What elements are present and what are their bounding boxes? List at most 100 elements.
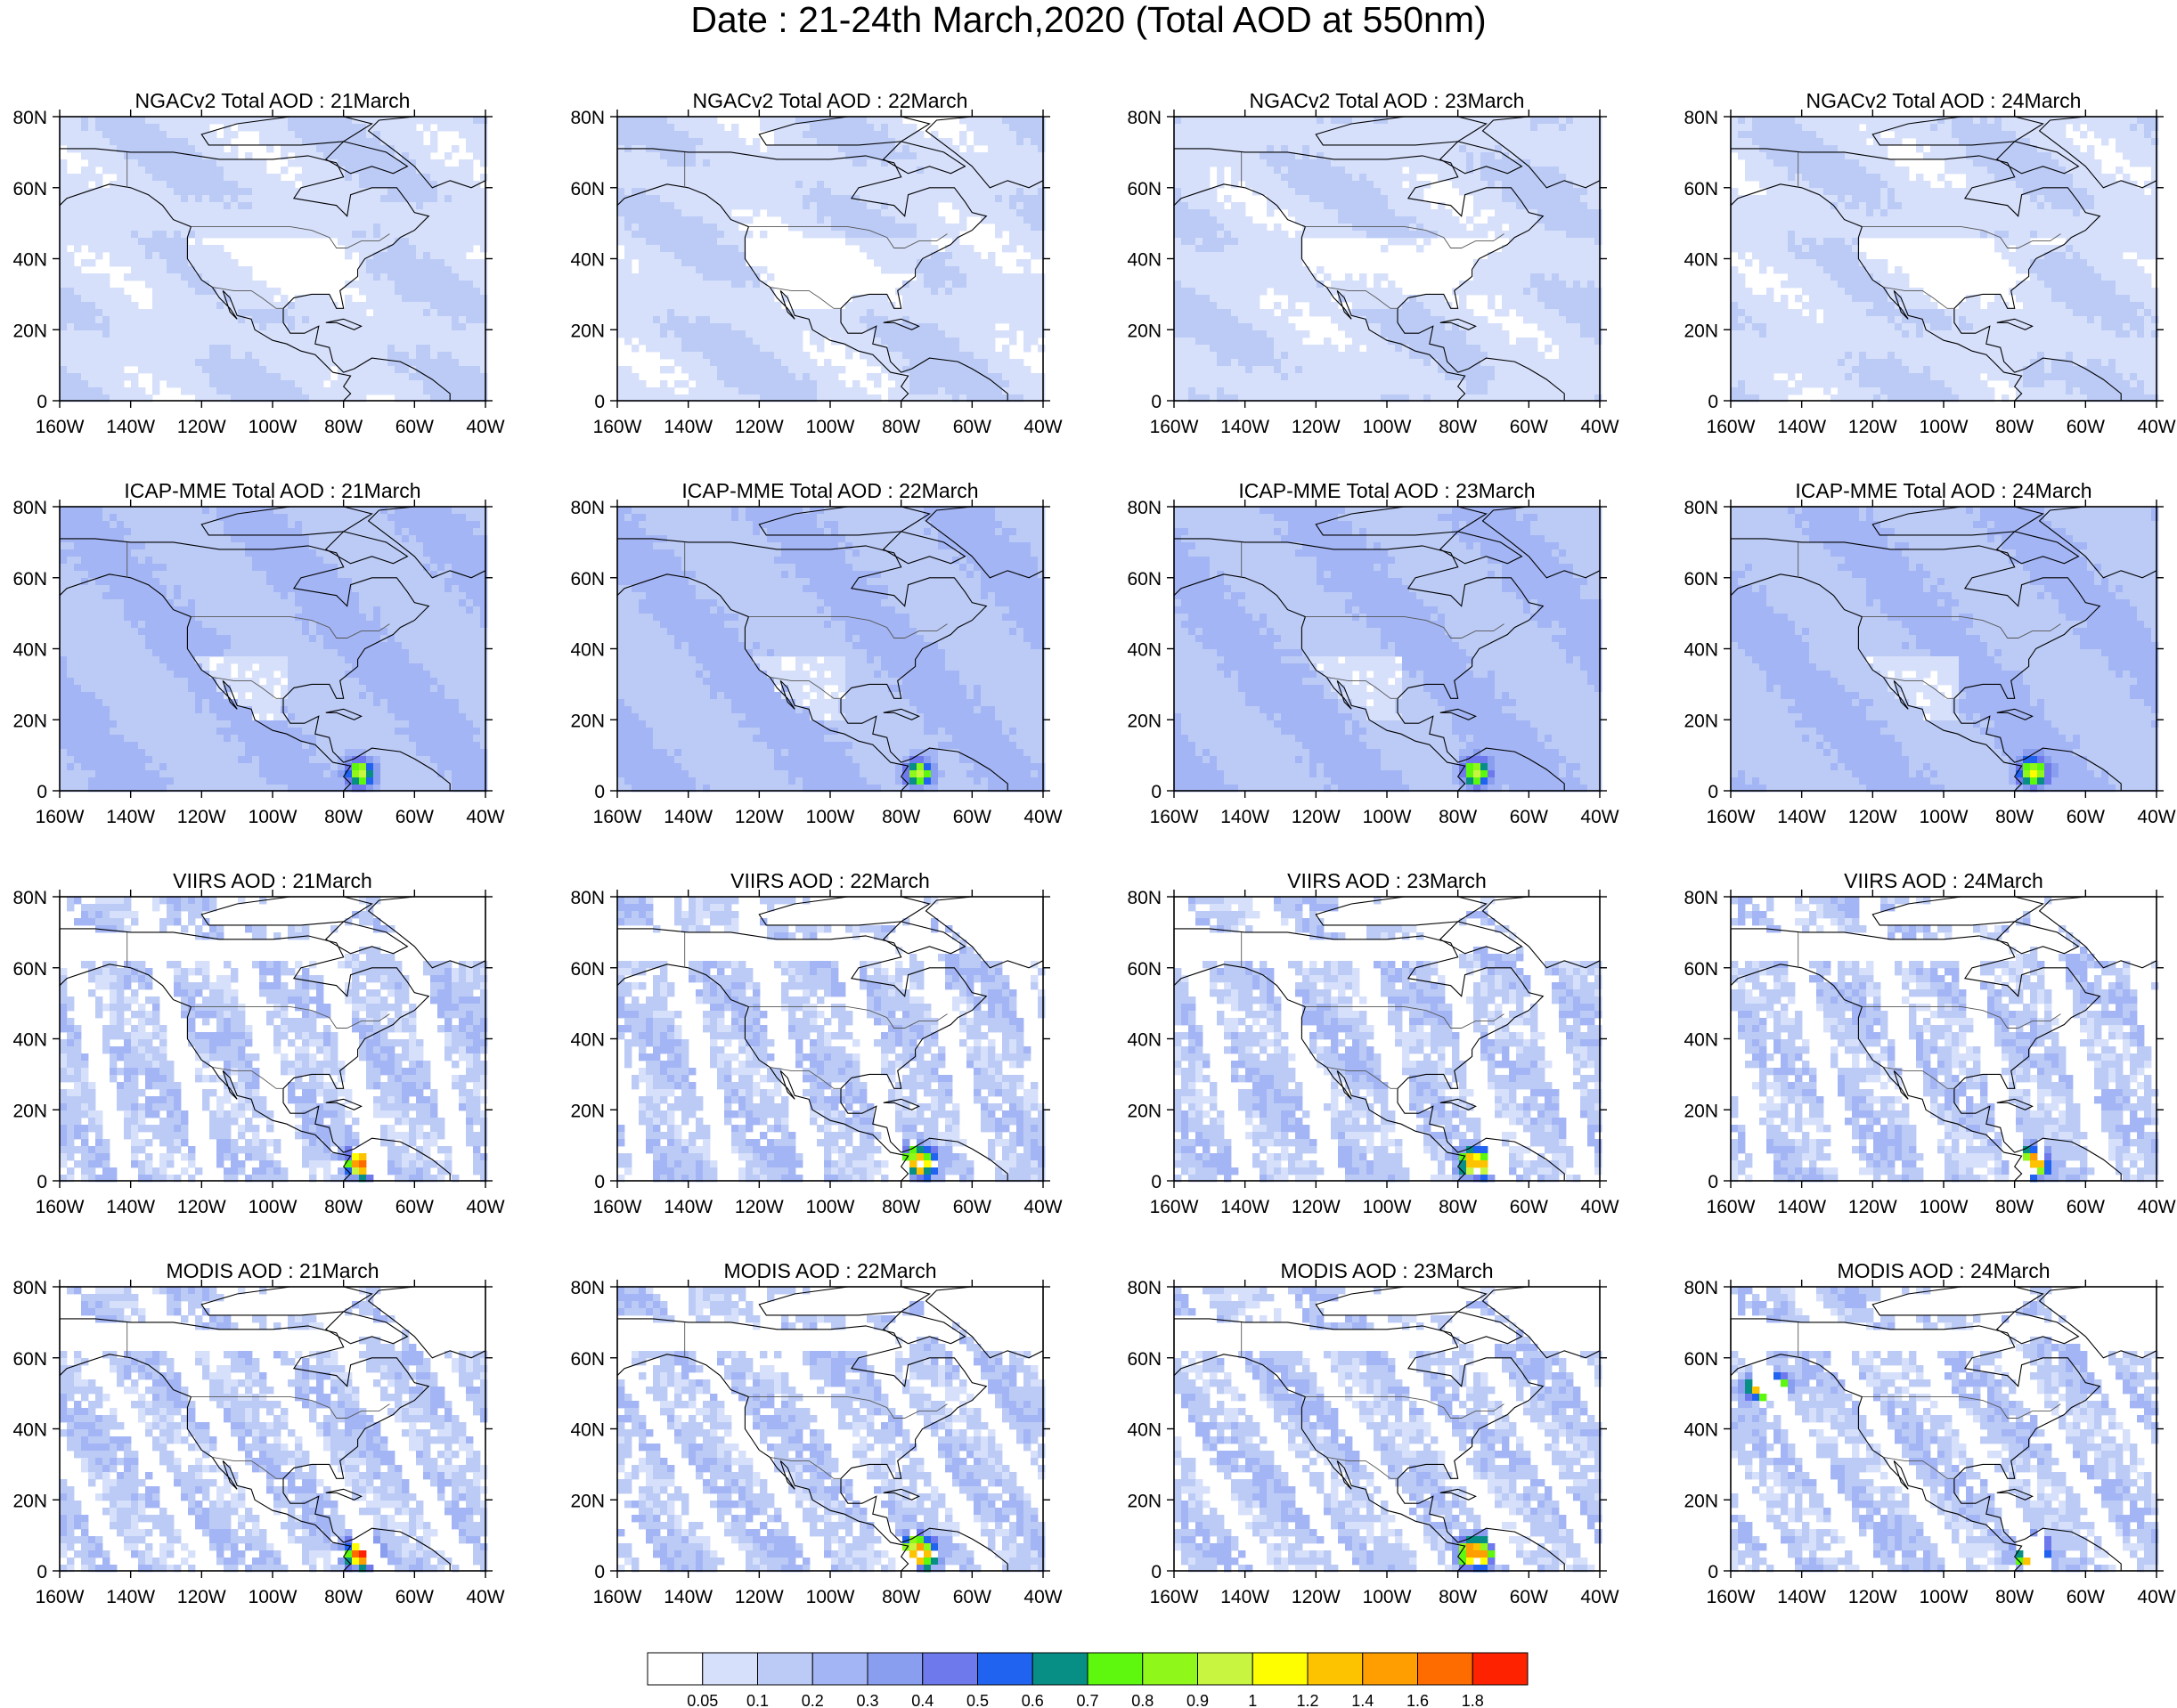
aod-cell	[444, 266, 453, 274]
aod-cell	[867, 352, 875, 360]
aod-cell	[466, 323, 474, 331]
aod-cell	[1009, 117, 1017, 125]
aod-cell	[395, 202, 403, 210]
aod-cell	[917, 380, 925, 388]
aod-cell	[1580, 159, 1588, 167]
aod-cell	[452, 195, 460, 203]
aod-cell	[653, 117, 661, 125]
aod-cell	[1545, 138, 1553, 146]
aod-cell	[1516, 167, 1524, 175]
aod-cell	[995, 131, 1003, 139]
aod-cell	[995, 380, 1003, 388]
aod-cell	[681, 138, 689, 146]
aod-cell	[1217, 181, 1225, 189]
aod-cell	[430, 231, 438, 239]
aod-cell	[781, 316, 789, 324]
aod-cell	[1466, 174, 1474, 182]
aod-cell	[1038, 167, 1046, 175]
aod-cell	[88, 259, 96, 267]
aod-cell	[188, 231, 196, 239]
aod-cell	[330, 302, 338, 310]
aod-cell	[380, 302, 388, 310]
aod-cell	[945, 195, 953, 203]
aod-cell	[1002, 387, 1010, 395]
aod-cell	[1302, 181, 1310, 189]
aod-cell	[1445, 131, 1453, 139]
aod-cell	[345, 302, 353, 310]
aod-cell	[224, 159, 232, 167]
aod-cell	[60, 252, 68, 260]
aod-cell	[1416, 124, 1424, 132]
aod-cell	[824, 167, 832, 175]
aod-cell	[245, 152, 253, 160]
aod-cell	[1395, 145, 1403, 153]
aod-cell	[259, 302, 267, 310]
aod-cell	[423, 117, 431, 125]
aod-cell	[395, 345, 403, 353]
aod-cell	[437, 394, 445, 403]
aod-cell	[966, 181, 974, 189]
aod-cell	[760, 281, 768, 289]
aod-cell	[345, 216, 353, 224]
aod-cell	[181, 359, 189, 367]
aod-cell	[131, 209, 139, 217]
aod-cell	[88, 159, 96, 167]
aod-cell	[117, 159, 125, 167]
aod-cell	[380, 152, 388, 160]
aod-cell	[231, 216, 239, 224]
aod-cell	[288, 231, 296, 239]
aod-cell	[1031, 252, 1039, 260]
aod-cell	[188, 266, 196, 274]
aod-cell	[81, 259, 89, 267]
aod-cell	[824, 316, 832, 324]
aod-cell	[974, 338, 982, 346]
aod-cell	[466, 345, 474, 353]
aod-cell	[1002, 288, 1010, 296]
aod-cell	[95, 188, 103, 196]
aod-cell	[480, 345, 488, 353]
aod-cell	[1016, 316, 1024, 324]
aod-cell	[402, 202, 410, 210]
aod-cell	[689, 359, 697, 367]
aod-cell	[945, 259, 953, 267]
aod-cell	[188, 131, 196, 139]
aod-cell	[224, 174, 232, 182]
aod-cell	[1338, 138, 1346, 146]
aod-cell	[359, 281, 367, 289]
aod-cell	[988, 259, 996, 267]
aod-cell	[444, 366, 453, 374]
aod-cell	[1495, 181, 1503, 189]
aod-cell	[1317, 195, 1325, 203]
aod-cell	[245, 174, 253, 182]
aod-cell	[330, 195, 338, 203]
aod-cell	[88, 359, 96, 367]
aod-cell	[1009, 366, 1017, 374]
aod-cell	[1188, 131, 1196, 139]
aod-cell	[988, 359, 996, 367]
aod-cell	[717, 195, 725, 203]
aod-cell	[387, 309, 395, 317]
aod-cell	[817, 159, 825, 167]
aod-cell	[145, 245, 153, 253]
aod-cell	[188, 202, 196, 210]
aod-cell	[124, 373, 132, 381]
aod-cell	[838, 181, 846, 189]
aod-cell	[724, 245, 732, 253]
aod-cell	[717, 387, 725, 395]
aod-cell	[1288, 195, 1296, 203]
aod-cell	[667, 338, 675, 346]
aod-cell	[174, 295, 182, 303]
aod-cell	[952, 309, 960, 317]
aod-cell	[974, 259, 982, 267]
aod-cell	[195, 131, 203, 139]
aod-cell	[1459, 159, 1467, 167]
aod-cell	[423, 167, 431, 175]
aod-cell	[781, 117, 789, 125]
aod-cell	[302, 195, 310, 203]
aod-cell	[1573, 145, 1581, 153]
aod-cell	[238, 195, 246, 203]
aod-cell	[632, 138, 640, 146]
aod-cell	[1516, 202, 1524, 210]
aod-cell	[188, 216, 196, 224]
aod-cell	[416, 259, 424, 267]
